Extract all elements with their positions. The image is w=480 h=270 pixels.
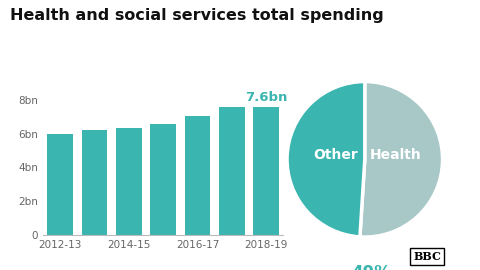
Wedge shape xyxy=(360,82,443,237)
Bar xyxy=(185,116,210,235)
Text: BBC: BBC xyxy=(413,251,441,262)
Bar xyxy=(253,107,279,235)
Text: 7.6bn: 7.6bn xyxy=(245,91,287,104)
Wedge shape xyxy=(287,82,365,237)
Bar xyxy=(219,107,245,235)
Bar xyxy=(150,123,176,235)
Bar xyxy=(116,128,142,235)
Text: 49%: 49% xyxy=(351,264,391,270)
Text: Other: Other xyxy=(313,148,358,163)
Text: Health and social services total spending: Health and social services total spendin… xyxy=(10,8,384,23)
Bar xyxy=(48,134,73,235)
Text: Health: Health xyxy=(370,148,422,163)
Bar xyxy=(82,130,108,235)
